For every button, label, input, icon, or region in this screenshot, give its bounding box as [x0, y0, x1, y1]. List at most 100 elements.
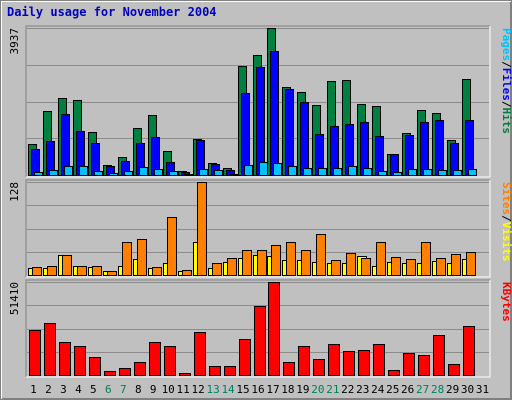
bar-sites-day-29 — [451, 254, 461, 276]
bar-kbytes-day-21 — [328, 344, 340, 376]
bar-kbytes-day-28 — [433, 335, 445, 376]
bar-kbytes-day-4 — [74, 346, 86, 376]
bar-kbytes-day-30 — [463, 326, 475, 376]
bar-pages-day-7 — [124, 171, 133, 176]
bar-sites-day-22 — [346, 253, 356, 276]
x-tick-label-day-9: 9 — [150, 383, 157, 396]
bar-pages-day-26 — [408, 169, 417, 176]
x-tick-label-day-19: 19 — [296, 383, 309, 396]
bar-pages-day-9 — [154, 169, 163, 176]
bar-pages-day-13 — [214, 170, 223, 176]
bar-sites-day-1 — [32, 267, 42, 276]
panel-border — [25, 179, 490, 277]
bar-pages-day-12 — [199, 169, 208, 176]
bar-sites-day-25 — [391, 257, 401, 276]
panel-visits-sites: 128 Sites/Visits — [8, 179, 512, 278]
bar-sites-day-14 — [227, 258, 237, 276]
bar-kbytes-day-20 — [313, 359, 325, 376]
bar-files-day-24 — [375, 136, 384, 176]
bar-kbytes-day-27 — [418, 355, 430, 376]
bar-sites-day-28 — [436, 258, 446, 276]
bar-pages-day-29 — [453, 170, 462, 176]
bar-kbytes-day-17 — [268, 282, 280, 376]
x-tick-label-day-6: 6 — [105, 383, 112, 396]
bar-kbytes-day-24 — [373, 344, 385, 376]
legend-item-kbytes: KBytes — [500, 282, 512, 322]
bar-kbytes-day-10 — [164, 346, 176, 376]
x-tick-label-day-30: 30 — [461, 383, 474, 396]
chart-title: Daily usage for November 2004 — [7, 5, 217, 19]
bar-pages-day-3 — [64, 166, 73, 176]
legend-item-pages: Pages — [500, 28, 512, 61]
panel-border — [25, 279, 490, 377]
x-tick-label-day-4: 4 — [75, 383, 82, 396]
bar-pages-day-24 — [378, 171, 387, 176]
bar-pages-day-5 — [94, 171, 103, 176]
bar-pages-day-28 — [438, 170, 447, 176]
bar-sites-day-9 — [152, 267, 162, 276]
bar-pages-day-6 — [109, 173, 118, 176]
bar-pages-day-10 — [169, 171, 178, 176]
x-tick-label-day-21: 21 — [326, 383, 339, 396]
bar-pages-day-18 — [288, 166, 297, 176]
bar-pages-day-27 — [423, 169, 432, 176]
x-tick-label-day-26: 26 — [401, 383, 414, 396]
legend-item-sites: Sites — [500, 182, 512, 215]
bar-pages-day-22 — [348, 166, 357, 176]
bar-sites-day-26 — [406, 259, 416, 276]
x-tick-label-day-25: 25 — [386, 383, 399, 396]
bar-sites-day-7 — [122, 242, 132, 276]
legend-separator: / — [500, 61, 512, 68]
bar-sites-day-19 — [301, 250, 311, 276]
bar-pages-day-4 — [79, 166, 88, 176]
bar-files-day-5 — [91, 143, 100, 176]
bar-files-day-17 — [270, 51, 279, 176]
bar-sites-day-18 — [286, 242, 296, 276]
legend-item-visits: Visits — [500, 222, 512, 262]
bar-files-day-28 — [435, 120, 444, 176]
bar-sites-day-27 — [421, 242, 431, 276]
x-tick-label-day-14: 14 — [221, 383, 235, 396]
bar-sites-day-12 — [197, 182, 207, 276]
bar-pages-day-16 — [259, 162, 268, 176]
bar-sites-day-2 — [47, 266, 57, 276]
bar-files-day-15 — [241, 93, 250, 176]
x-tick-label-day-5: 5 — [90, 383, 97, 396]
bar-kbytes-day-2 — [44, 323, 56, 376]
bar-kbytes-day-18 — [283, 362, 295, 376]
x-tick-label-day-10: 10 — [162, 383, 175, 396]
y-max-label: 51410 — [8, 282, 21, 315]
bar-kbytes-day-1 — [29, 330, 41, 376]
panel-border — [26, 180, 491, 278]
bar-kbytes-day-29 — [448, 364, 460, 376]
x-tick-label-day-3: 3 — [60, 383, 67, 396]
x-tick-label-day-24: 24 — [371, 383, 385, 396]
bar-files-day-30 — [465, 120, 474, 176]
bar-sites-day-11 — [182, 270, 192, 276]
bar-kbytes-day-12 — [194, 332, 206, 376]
panel-hits-files-pages: 3937 Pages/Files/Hits — [8, 25, 512, 178]
bar-kbytes-day-6 — [104, 371, 116, 376]
bar-kbytes-day-25 — [388, 370, 400, 376]
x-tick-label-day-29: 29 — [446, 383, 459, 396]
x-tick-label-day-8: 8 — [135, 383, 142, 396]
bar-files-day-1 — [31, 149, 40, 176]
legend-kbytes: KBytes — [500, 282, 512, 322]
bar-sites-day-3 — [62, 255, 72, 276]
x-tick-label-day-22: 22 — [341, 383, 354, 396]
y-max-label: 3937 — [8, 28, 21, 55]
bar-sites-day-4 — [77, 266, 87, 276]
legend-item-hits: Hits — [500, 108, 512, 135]
bar-sites-day-24 — [376, 242, 386, 276]
x-tick-label-day-12: 12 — [192, 383, 205, 396]
bar-sites-day-21 — [331, 260, 341, 276]
x-tick-label-day-1: 1 — [30, 383, 37, 396]
panel-border — [26, 26, 491, 178]
bar-kbytes-day-15 — [239, 339, 251, 376]
legend-separator: / — [500, 101, 512, 108]
bar-sites-day-30 — [466, 252, 476, 276]
bar-sites-day-8 — [137, 239, 147, 276]
bar-pages-day-2 — [49, 170, 58, 176]
bar-kbytes-day-5 — [89, 357, 101, 376]
